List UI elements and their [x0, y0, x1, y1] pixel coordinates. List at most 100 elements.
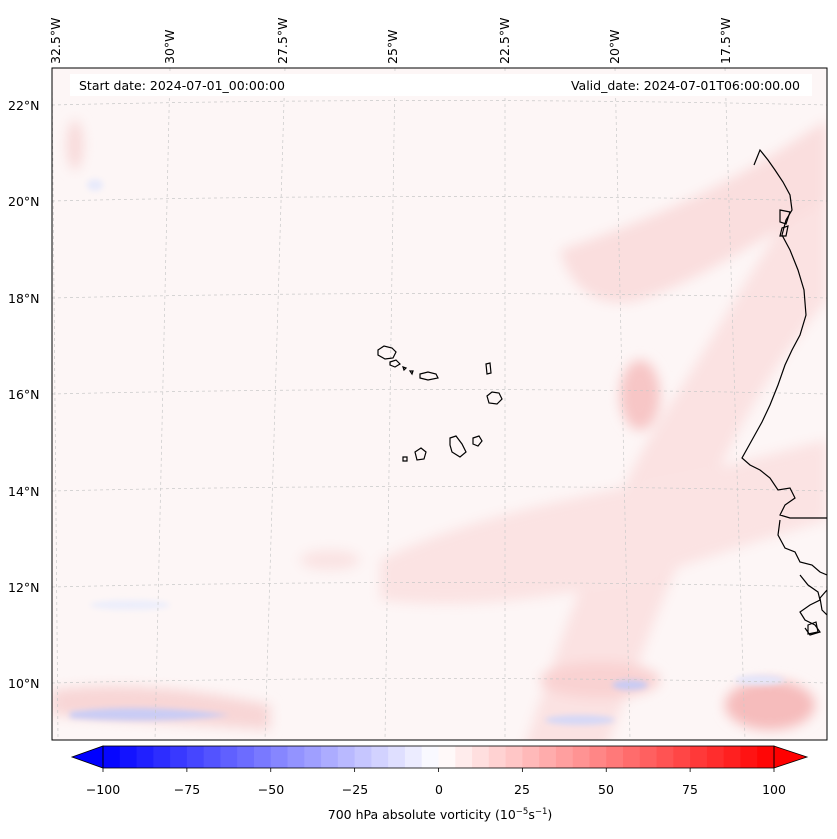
vorticity-maximum [725, 680, 815, 730]
parallel-line [52, 100, 827, 106]
colorbar-cell [304, 746, 322, 768]
colorbar-cell [270, 746, 289, 768]
island-outline [402, 456, 408, 462]
colorbar-cell [757, 746, 775, 768]
colorbar-cell [472, 746, 490, 768]
parallel-line [52, 678, 827, 684]
colorbar-cell [606, 746, 624, 768]
latitude-label: 16°N [8, 387, 40, 402]
longitude-label: 32.5°W [48, 17, 63, 64]
colorbar-cell [572, 746, 591, 768]
colorbar-cell [237, 746, 255, 768]
parallel-line [52, 486, 827, 492]
colorbar-cell [539, 746, 557, 768]
colorbar-cell [153, 746, 171, 768]
colorbar-tick-label: 50 [598, 782, 614, 797]
latitude-label: 12°N [8, 580, 40, 595]
colorbar-cell [388, 746, 406, 768]
positive-vorticity-band [52, 685, 270, 730]
colorbar-cell [203, 746, 222, 768]
negative-vorticity-band [612, 680, 648, 690]
meridian-line [724, 68, 746, 740]
colorbar [70, 745, 809, 772]
longitude-label: 17.5°W [718, 17, 733, 64]
vorticity-maximum [67, 120, 83, 170]
meridian-line [52, 68, 59, 740]
colorbar-tick-label: 75 [682, 782, 698, 797]
valid-date-label: Valid_date: 2024-07-01T06:00:00.00 [571, 78, 800, 93]
island-outline [377, 345, 397, 360]
colorbar-cell [186, 746, 205, 768]
coastlines [377, 148, 827, 636]
island-outline [472, 435, 483, 447]
longitude-label: 30°W [162, 29, 177, 64]
meridian-line [264, 68, 286, 740]
colorbar-cell [354, 746, 373, 768]
colorbar-tick-label: 100 [762, 782, 786, 797]
parallel-line [52, 293, 827, 299]
positive-vorticity-band [526, 160, 827, 740]
colorbar-cell [119, 746, 138, 768]
colorbar-tick-marks [102, 768, 775, 772]
colorbar-cells [103, 746, 775, 768]
colorbar-cell [103, 746, 121, 768]
longitude-label: 22.5°W [497, 17, 512, 64]
negative-vorticity-band [735, 675, 785, 685]
latitude-label: 14°N [8, 484, 40, 499]
island-outline [419, 371, 439, 381]
vorticity-maximum [300, 550, 360, 570]
colorbar-cell [421, 746, 440, 768]
island-outline [485, 362, 492, 375]
colorbar-cell [706, 746, 725, 768]
colorbar-cell [505, 746, 523, 768]
island-outline [486, 391, 503, 405]
meridian-line [154, 68, 171, 740]
colorbar-cell [673, 746, 691, 768]
african-coastline [777, 519, 827, 576]
colorbar-cell [589, 746, 607, 768]
colorbar-cell [136, 746, 154, 768]
colorbar-cell [337, 746, 356, 768]
island-outline [414, 447, 427, 461]
parallel-line [52, 196, 827, 202]
colorbar-cell [253, 746, 272, 768]
colorbar-cell [220, 746, 238, 768]
meridian-line [614, 68, 631, 740]
island-outline [779, 209, 791, 225]
colorbar-tick-label: 0 [435, 782, 443, 797]
longitude-label: 20°W [607, 29, 622, 64]
colorbar-cell [438, 746, 456, 768]
negative-vorticity-band [90, 600, 170, 610]
latitude-label: 22°N [8, 98, 40, 113]
african-coastline [819, 589, 827, 616]
colorbar-tick-label: −50 [257, 782, 285, 797]
colorbar-extend-high [773, 745, 809, 769]
longitude-label: 27.5°W [275, 17, 290, 64]
longitude-label: 25°W [385, 29, 400, 64]
colorbar-cell [690, 746, 708, 768]
island-outline [449, 435, 467, 458]
colorbar-cell [371, 746, 389, 768]
colorbar-tick-label: −75 [173, 782, 201, 797]
latitude-label: 18°N [8, 291, 40, 306]
colorbar-tick-label: −100 [85, 782, 121, 797]
colorbar-tick-label: −25 [341, 782, 369, 797]
colorbar-cell [455, 746, 473, 768]
colorbar-cell [639, 746, 658, 768]
meridian-line [384, 68, 396, 740]
positive-vorticity-band [560, 120, 827, 303]
negative-vorticity-band [545, 715, 615, 725]
island-outline [389, 359, 401, 368]
vorticity-maximum [620, 360, 660, 430]
african-coastline [799, 574, 821, 636]
colorbar-cell [740, 746, 758, 768]
colorbar-cell [404, 746, 423, 768]
colorbar-cell [522, 746, 540, 768]
island-outline [807, 621, 819, 635]
island-outline [408, 370, 414, 376]
vorticity-field [52, 120, 827, 740]
negative-vorticity-band [70, 708, 230, 721]
latitude-label: 20°N [8, 194, 40, 209]
colorbar-label: 700 hPa absolute vorticity (10−5s−1) [327, 807, 553, 823]
colorbar-cell [623, 746, 641, 768]
